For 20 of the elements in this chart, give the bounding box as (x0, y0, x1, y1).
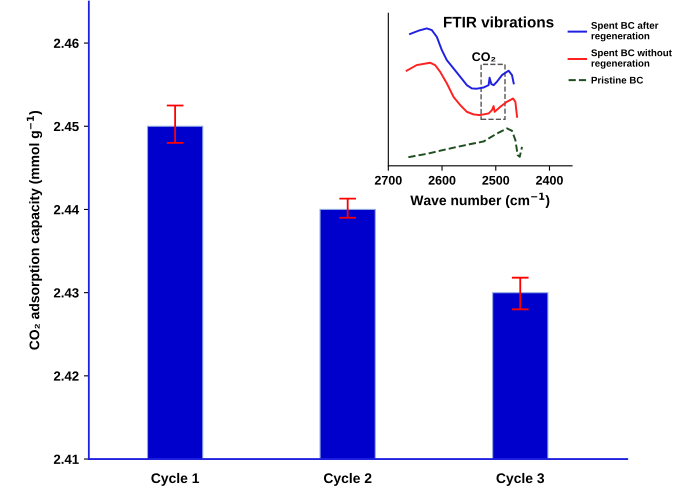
legend-label: Spent BC after regeneration (591, 22, 658, 42)
x-tick-label: 2400 (536, 176, 563, 185)
x-tick-label: 2500 (482, 176, 510, 185)
y-tick-label: 2.41 (54, 454, 79, 464)
legend-label: Spent BC without regeneration (591, 49, 672, 69)
x-tick-label: 2600 (428, 176, 456, 185)
y-tick-label: 2.44 (54, 205, 80, 214)
x-tick-label: Cycle 2 (324, 472, 372, 486)
y-tick-label: 2.45 (54, 122, 79, 132)
x-axis-title: Wave number (cm$^{−1}$) (410, 192, 550, 208)
chart-title: FTIR vibrations (444, 16, 554, 28)
x-tick-label: Cycle 3 (496, 472, 544, 486)
y-tick-label: 2.46 (54, 38, 79, 48)
x-tick-label: 2700 (374, 176, 402, 185)
y-tick-label: 2.43 (54, 288, 79, 298)
y-tick-label: 2.42 (54, 371, 79, 381)
y-axis-title: CO₂ adsorption capacity (mmol g$^{−1}$) (26, 110, 42, 350)
legend-label: Pristine BC (592, 76, 644, 84)
annotation: CO₂ (472, 52, 496, 62)
x-tick-label: Cycle 1 (151, 472, 200, 486)
